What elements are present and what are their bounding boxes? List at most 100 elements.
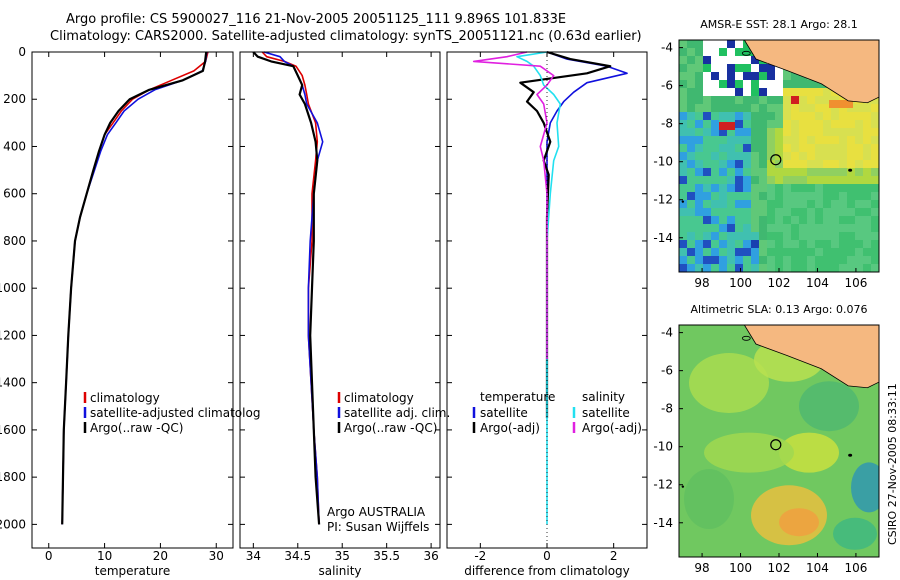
sst-cell xyxy=(743,152,751,160)
sst-cell xyxy=(791,208,799,216)
sst-cell xyxy=(711,56,719,64)
sst-cell xyxy=(871,184,879,192)
sst-cell xyxy=(839,256,847,264)
sst-cell xyxy=(783,144,791,152)
sst-cell xyxy=(751,168,759,176)
sst-cell xyxy=(759,160,767,168)
sst-cell xyxy=(831,152,839,160)
sst-cell xyxy=(759,208,767,216)
sst-cell xyxy=(735,256,743,264)
sst-cell xyxy=(791,216,799,224)
sst-cell xyxy=(703,88,711,96)
sst-cell xyxy=(791,136,799,144)
sst-cell xyxy=(679,264,687,272)
sst-cell xyxy=(855,232,863,240)
sst-cell xyxy=(743,256,751,264)
sst-cell xyxy=(823,88,831,96)
sst-cell xyxy=(719,240,727,248)
sst-cell xyxy=(679,200,687,208)
sst-cell xyxy=(767,80,775,88)
sst-cell xyxy=(743,128,751,136)
sst-cell xyxy=(775,256,783,264)
sst-cell xyxy=(703,96,711,104)
sst-cell xyxy=(847,224,855,232)
sst-cell xyxy=(759,168,767,176)
sst-cell xyxy=(679,112,687,120)
sst-cell xyxy=(743,184,751,192)
sst-cell xyxy=(863,264,871,272)
sst-cell xyxy=(759,112,767,120)
sst-cell xyxy=(775,80,783,88)
float-owner-annotation: PI: Susan Wijffels xyxy=(327,520,429,534)
sst-cell xyxy=(815,240,823,248)
sst-cell xyxy=(727,216,735,224)
sst-cell xyxy=(679,184,687,192)
sst-cell xyxy=(679,208,687,216)
sst-cell xyxy=(703,200,711,208)
temperature-xtick-label: 20 xyxy=(153,549,168,563)
sst-cell xyxy=(863,232,871,240)
sst-cell xyxy=(703,48,711,56)
sst-cell xyxy=(687,160,695,168)
depth-tick-label: 600 xyxy=(3,187,26,201)
sst-cell xyxy=(727,264,735,272)
sst-cell xyxy=(711,48,719,56)
sst-cell xyxy=(751,136,759,144)
sst-cell xyxy=(839,216,847,224)
sst-cell xyxy=(823,112,831,120)
float-owner-annotation: Argo AUSTRALIA xyxy=(327,505,426,519)
depth-tick-label: 2000 xyxy=(0,517,26,531)
sst-cell xyxy=(815,224,823,232)
sst-cell xyxy=(807,192,815,200)
sst-cell xyxy=(847,112,855,120)
sst-cell xyxy=(759,216,767,224)
sst-cell xyxy=(679,104,687,112)
sst-cell xyxy=(791,128,799,136)
sst-cell xyxy=(695,48,703,56)
christmas-island-marker xyxy=(848,453,853,457)
salinity-xtick-label: 35.5 xyxy=(373,549,400,563)
sst-cell xyxy=(743,160,751,168)
sst-cell xyxy=(711,152,719,160)
sst-cell xyxy=(687,144,695,152)
sst-cell xyxy=(807,152,815,160)
sst-cell xyxy=(679,168,687,176)
sst-cell xyxy=(687,72,695,80)
sst-map-xtick-label: 98 xyxy=(694,276,709,290)
sst-cell xyxy=(775,72,783,80)
sst-cell xyxy=(687,40,695,48)
sst-cell xyxy=(831,256,839,264)
sst-cell xyxy=(783,72,791,80)
sst-cell xyxy=(847,248,855,256)
sst-cell xyxy=(823,184,831,192)
difference-salinity-legend-label: Argo(-adj) xyxy=(582,421,642,435)
salinity-legend-label: Argo(..raw -QC) xyxy=(344,421,437,435)
sst-cell xyxy=(687,152,695,160)
sst-cell xyxy=(783,80,791,88)
sst-cell xyxy=(735,240,743,248)
sst-cell xyxy=(703,80,711,88)
sst-cell xyxy=(815,88,823,96)
sst-cell xyxy=(727,40,735,48)
sst-cell xyxy=(703,192,711,200)
sst-cell xyxy=(743,192,751,200)
sst-cell xyxy=(719,96,727,104)
sst-map-ytick-label: -10 xyxy=(653,155,673,169)
sst-cell xyxy=(711,240,719,248)
sst-cell xyxy=(727,184,735,192)
sst-cell xyxy=(863,160,871,168)
sst-cell xyxy=(719,216,727,224)
sst-cell xyxy=(679,176,687,184)
sla-anomaly-blob xyxy=(799,381,859,432)
sst-cell xyxy=(783,136,791,144)
sst-cell xyxy=(831,144,839,152)
sst-cell xyxy=(815,232,823,240)
sst-cell xyxy=(823,224,831,232)
temperature-legend-label: Argo(..raw -QC) xyxy=(90,421,183,435)
sst-cell xyxy=(823,160,831,168)
sst-cell xyxy=(815,112,823,120)
sst-cell xyxy=(719,200,727,208)
sst-cell xyxy=(711,80,719,88)
sst-cell xyxy=(799,104,807,112)
sst-cell xyxy=(783,232,791,240)
